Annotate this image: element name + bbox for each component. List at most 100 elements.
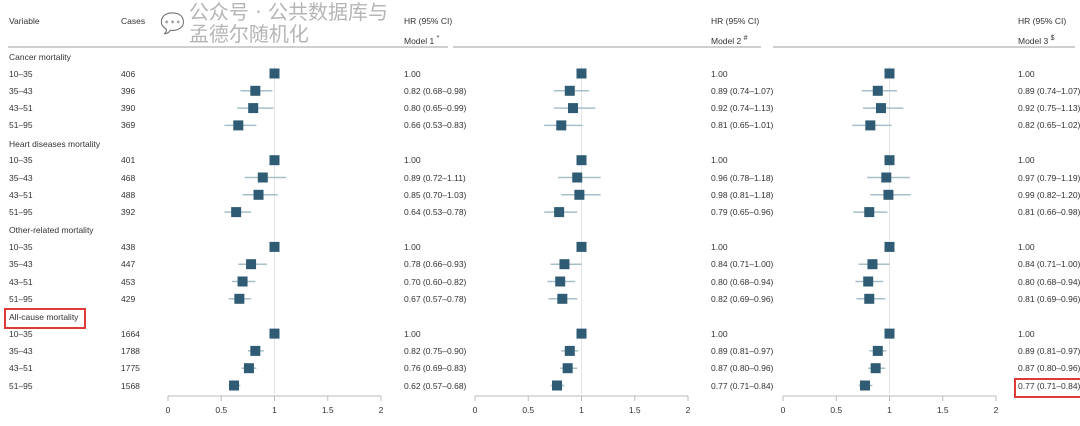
hr-marker (564, 85, 575, 96)
row-cases: 369 (121, 120, 136, 131)
wechat-icon: 💬 (160, 11, 185, 35)
x-tick-label: 0 (166, 405, 171, 415)
hr-ci-label: 0.98 (0.81–1.18) (711, 189, 774, 200)
x-tick-label: 1.5 (629, 405, 641, 415)
x-tick-label: 0.5 (522, 405, 534, 415)
row-cases: 390 (121, 103, 136, 114)
hr-ci-label: 0.62 (0.57–0.68) (404, 380, 467, 391)
model-3-mark: $ (1050, 34, 1055, 42)
hr-marker (269, 155, 280, 166)
variable-header: Variable (9, 16, 40, 26)
row-variable: 51–95 (9, 380, 33, 391)
row-variable: 10–35 (9, 155, 33, 166)
hr-marker (884, 328, 895, 339)
hr-marker (248, 103, 259, 114)
x-tick-label: 0.5 (830, 405, 842, 415)
hr-ci-label: 0.87 (0.80–0.96) (1018, 363, 1080, 374)
hr-ci-label: 1.00 (404, 155, 421, 166)
group-label: All-cause mortality (9, 312, 79, 323)
hr-ci-label: 0.77 (0.71–0.84) (711, 380, 774, 391)
hr-marker (562, 363, 573, 374)
row-cases: 429 (121, 293, 136, 304)
header-rule-1 (8, 46, 448, 48)
row-variable: 35–43 (9, 172, 33, 183)
hr-ci-label: 1.00 (1018, 68, 1035, 79)
hr-ci-label: 0.89 (0.72–1.11) (404, 172, 466, 183)
hr-ci-label: 0.81 (0.65–1.01) (711, 120, 774, 131)
x-tick-label: 0.5 (215, 405, 227, 415)
hr-marker (243, 363, 254, 374)
hr-ci-label: 1.00 (1018, 328, 1035, 339)
hr-marker (555, 276, 566, 287)
x-tick-label: 0 (473, 405, 478, 415)
row-variable: 35–43 (9, 85, 33, 96)
hr-marker (559, 259, 570, 270)
x-tick-label: 1 (579, 405, 584, 415)
hr-marker (250, 85, 261, 96)
hr-ci-label: 0.81 (0.66–0.98) (1018, 207, 1080, 218)
model-1-mark: * (436, 34, 440, 42)
x-tick-label: 1 (272, 405, 277, 415)
row-variable: 43–51 (9, 189, 33, 200)
model-1-header: Model 1 * (404, 33, 439, 46)
hr-ci-label: 0.82 (0.75–0.90) (404, 345, 467, 356)
hr-marker (246, 259, 257, 270)
hr-marker (881, 172, 892, 183)
hr-marker (257, 172, 268, 183)
x-tick-label: 0 (781, 405, 786, 415)
x-tick-label: 1 (887, 405, 892, 415)
x-tick-label: 1.5 (937, 405, 949, 415)
hr-marker (884, 155, 895, 166)
hr-marker (872, 345, 883, 356)
row-cases: 488 (121, 189, 136, 200)
x-tick-label: 2 (379, 405, 384, 415)
hr-ci-label: 0.80 (0.68–0.94) (1018, 276, 1080, 287)
row-cases: 1568 (121, 380, 140, 391)
x-tick-label: 1.5 (322, 405, 334, 415)
hr-ci-label: 0.64 (0.53–0.78) (404, 207, 467, 218)
row-cases: 401 (121, 155, 136, 166)
hr-ci-label: 0.89 (0.74–1.07) (1018, 85, 1080, 96)
row-cases: 396 (121, 85, 136, 96)
hr-ci-label: 0.76 (0.69–0.83) (404, 363, 467, 374)
group-label: Heart diseases mortality (9, 138, 101, 149)
hr-ci-label: 0.67 (0.57–0.78) (404, 293, 467, 304)
hr-ci-label: 0.80 (0.68–0.94) (711, 276, 774, 287)
hr-ci-label: 1.00 (1018, 155, 1035, 166)
hr-header-2: HR (95% CI) (711, 16, 760, 26)
hr-ci-label: 0.96 (0.78–1.18) (711, 172, 774, 183)
row-variable: 43–51 (9, 276, 33, 287)
highlight-box (4, 308, 86, 330)
hr-marker (883, 189, 894, 200)
hr-ci-label: 0.89 (0.81–0.97) (1018, 345, 1080, 356)
hr-ci-label: 0.87 (0.80–0.96) (711, 363, 774, 374)
x-tick-label: 2 (686, 405, 691, 415)
model-2-mark: # (743, 34, 748, 42)
cases-header: Cases (121, 16, 146, 26)
header-rule-2 (453, 46, 761, 48)
row-variable: 10–35 (9, 328, 33, 339)
hr-ci-label: 1.00 (404, 68, 421, 79)
hr-marker (576, 328, 587, 339)
hr-marker (576, 241, 587, 252)
hr-marker (576, 68, 587, 79)
row-cases: 1775 (121, 363, 140, 374)
hr-ci-label: 0.70 (0.60–0.82) (404, 276, 467, 287)
hr-marker (237, 276, 248, 287)
hr-ci-label: 0.89 (0.74–1.07) (711, 85, 774, 96)
hr-ci-label: 0.81 (0.69–0.96) (1018, 293, 1080, 304)
hr-marker (557, 293, 568, 304)
hr-marker (234, 293, 245, 304)
hr-marker (884, 68, 895, 79)
watermark-text: 公众号 · 公共数据库与孟德尔随机化 (188, 0, 388, 46)
hr-marker (554, 207, 565, 218)
hr-ci-label: 1.00 (711, 328, 728, 339)
hr-marker (567, 103, 578, 114)
hr-marker (229, 380, 240, 391)
hr-marker (556, 120, 567, 131)
hr-ci-label: 1.00 (711, 241, 728, 252)
hr-marker (564, 345, 575, 356)
model-2-header: Model 2 # (711, 33, 748, 46)
